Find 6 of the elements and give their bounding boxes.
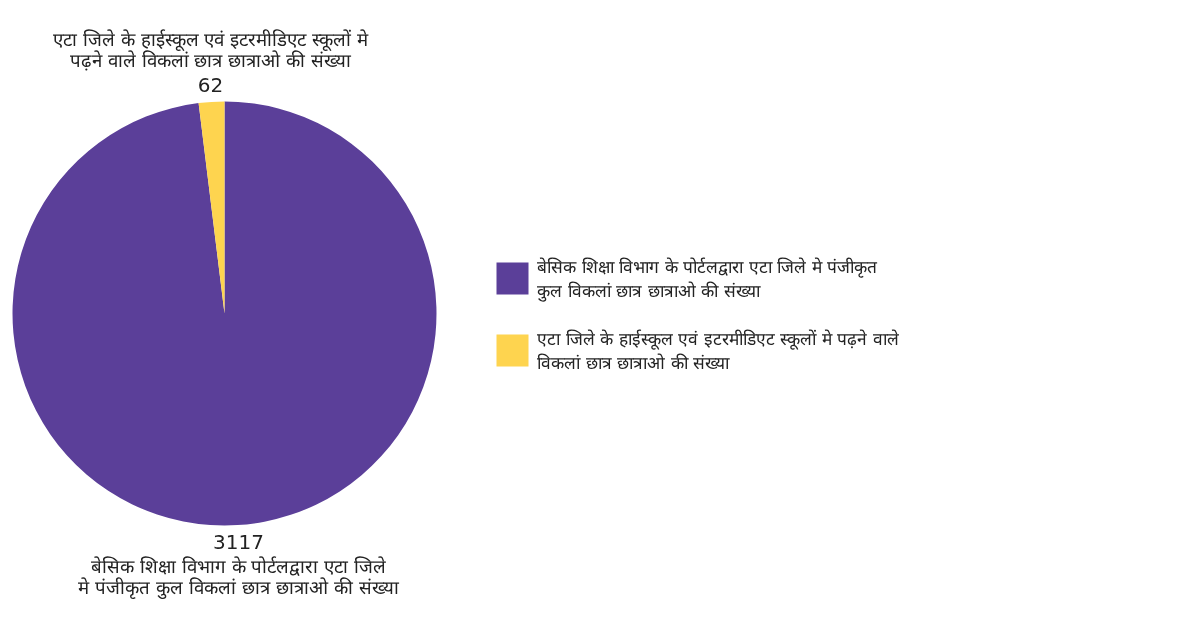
data-label: 62 <box>197 72 224 97</box>
slice-label: एटा जिले के हाईस्कूल एवं इटरमीडिएट स्कूलों मे पढ़ने वाले विकलां छात्र छात्राओ की संख्या <box>52 28 370 71</box>
data-label: 3117 <box>213 530 264 555</box>
slice-label: बेसिक शिक्षा विभाग के पोर्टलद्वारा एटा जिले मे पंजीकृत कुल विकलां छात्र छात्राओ की संख्या <box>78 556 400 600</box>
legend-label: एटा जिले के हाईस्कूल एवं इटरमीडिएट स्कूलों मे पढ़ने वाले विकलां छात्र छात्राओ की संख्या <box>537 328 899 374</box>
legend-label: बेसिक शिक्षा विभाग के पोर्टलद्वारा एटा जिले मे पंजीकृत कुल विकलां छात्र छात्राओ की संख्या <box>537 256 878 302</box>
